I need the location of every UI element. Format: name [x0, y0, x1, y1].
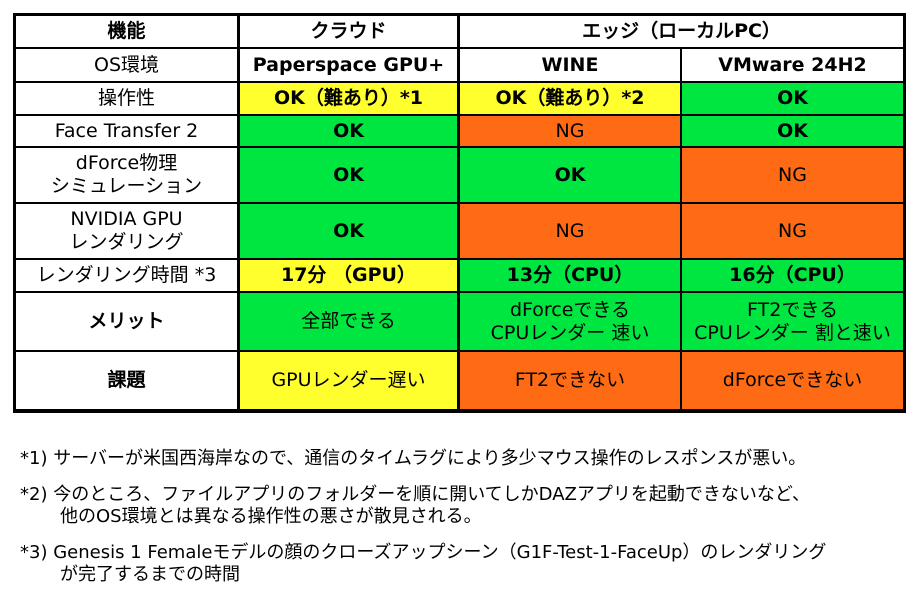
header-edge: エッジ（ローカルPC）	[460, 16, 903, 47]
footnote-3: *3) Genesis 1 Femaleモデルの顔のクローズアップシーン（G1F…	[20, 542, 910, 586]
cell-wine: OK	[460, 148, 680, 202]
cell-vmware: OK	[682, 83, 903, 114]
cell-vmware: FT2できる CPUレンダー 割と速い	[682, 293, 903, 350]
cell-paperspace: OK	[240, 116, 457, 146]
env-wine: WINE	[460, 49, 680, 81]
row-label: Face Transfer 2	[16, 116, 237, 146]
footnote-2-line-1: *2) 今のところ、ファイルアプリのフォルダーを順に開いてしかDAZアプリを起動…	[20, 484, 810, 505]
row-label: 操作性	[16, 83, 237, 114]
footnote-1: *1) サーバーが米国西海岸なので、通信のタイムラグにより多少マウス操作のレスポ…	[20, 448, 910, 470]
cell-vmware: dForceできない	[682, 352, 903, 409]
cell-wine: NG	[460, 204, 680, 258]
footnote-1-line-1: *1) サーバーが米国西海岸なので、通信のタイムラグにより多少マウス操作のレスポ…	[20, 448, 807, 469]
cell-wine: dForceできる CPUレンダー 速い	[460, 293, 680, 350]
cell-wine: NG	[460, 116, 680, 146]
cell-paperspace: 17分 （GPU）	[240, 260, 457, 291]
row-label: 課題	[16, 352, 237, 409]
cell-vmware: NG	[682, 148, 903, 202]
cell-wine: 13分（CPU）	[460, 260, 680, 291]
cell-paperspace: 全部できる	[240, 293, 457, 350]
cell-paperspace: OK	[240, 148, 457, 202]
cell-wine: OK（難あり）*2	[460, 83, 680, 114]
footnote-3-line-1: *3) Genesis 1 Femaleモデルの顔のクローズアップシーン（G1F…	[20, 542, 827, 563]
row-label: dForce物理 シミュレーション	[16, 148, 237, 202]
footnotes: *1) サーバーが米国西海岸なので、通信のタイムラグにより多少マウス操作のレスポ…	[20, 448, 910, 600]
footnote-3-line-2: が完了するまでの時間	[60, 564, 240, 585]
footnote-2-line-2: 他のOS環境とは異なる操作性の悪さが散見される。	[60, 506, 482, 527]
row-label: NVIDIA GPU レンダリング	[16, 204, 237, 258]
header-feature: 機能	[16, 16, 237, 47]
footnote-2: *2) 今のところ、ファイルアプリのフォルダーを順に開いてしかDAZアプリを起動…	[20, 484, 910, 528]
row-label: メリット	[16, 293, 237, 350]
comparison-table: 機能 クラウド エッジ（ローカルPC） OS環境 Paperspace GPU+…	[13, 13, 906, 413]
cell-vmware: OK	[682, 116, 903, 146]
cell-wine: FT2できない	[460, 352, 680, 409]
cell-vmware: NG	[682, 204, 903, 258]
cell-vmware: 16分（CPU）	[682, 260, 903, 291]
cell-paperspace: OK	[240, 204, 457, 258]
cell-paperspace: GPUレンダー遅い	[240, 352, 457, 409]
header-cloud: クラウド	[240, 16, 457, 47]
env-paperspace: Paperspace GPU+	[240, 49, 457, 81]
cell-paperspace: OK（難あり）*1	[240, 83, 457, 114]
env-vmware: VMware 24H2	[682, 49, 903, 81]
os-env-label: OS環境	[16, 49, 237, 81]
row-label: レンダリング時間 *3	[16, 260, 237, 291]
